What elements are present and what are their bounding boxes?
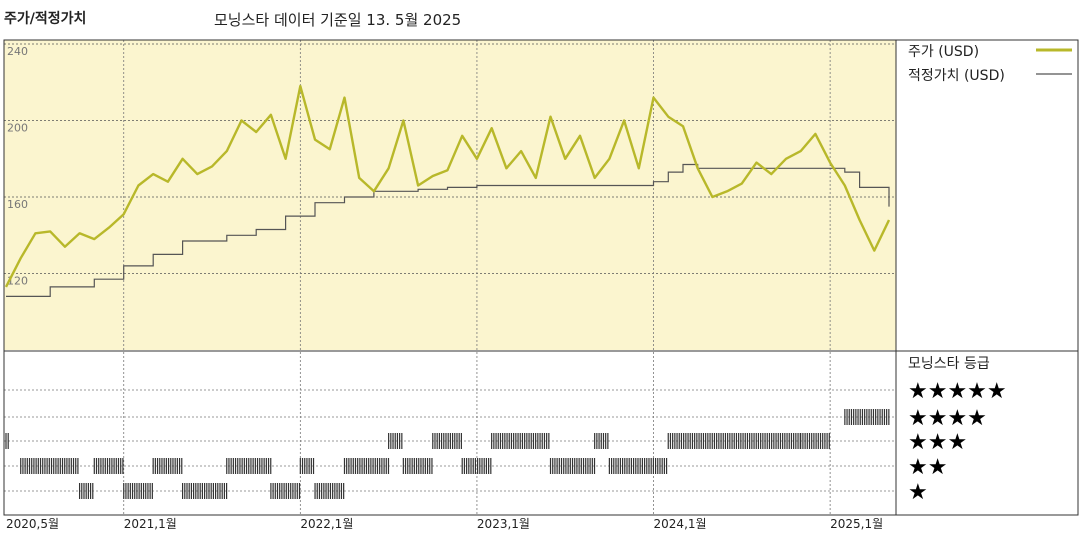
rating-bar — [491, 433, 550, 449]
x-tick-label: 2022,1월 — [300, 517, 353, 531]
chart-subtitle: 모닝스타 데이터 기준일 13. 5월 2025 — [214, 11, 462, 29]
rating-bar — [432, 433, 462, 449]
rating-bar — [388, 433, 403, 449]
y-tick-label: 200 — [7, 122, 28, 135]
rating-bar — [5, 433, 9, 449]
legend-fair-label: 적정가치 (USD) — [908, 68, 1005, 84]
rating-star-label: ★★ — [908, 455, 947, 480]
x-tick-label: 2020,5월 — [6, 517, 59, 531]
x-tick-label: 2024,1월 — [654, 517, 707, 531]
rating-bar — [594, 433, 609, 449]
rating-bar — [314, 483, 345, 499]
rating-bar — [20, 458, 79, 474]
rating-bar — [402, 458, 433, 474]
rating-bar — [549, 458, 596, 474]
rating-bar — [270, 483, 301, 499]
rating-bars — [5, 409, 890, 499]
rating-bar — [667, 433, 801, 449]
price-line — [4, 84, 891, 288]
rating-star-label: ★★★ — [908, 430, 967, 455]
rating-bar — [461, 458, 492, 474]
rating-bar — [93, 458, 124, 474]
fair-value-line — [6, 163, 890, 297]
rating-bar — [182, 483, 228, 499]
legend-price-label: 주가 (USD) — [908, 44, 979, 60]
section-label: 주가/적정가치 — [4, 11, 87, 27]
rating-title: 모닝스타 등급 — [908, 356, 990, 372]
x-tick-labels: 2020,5월 2021,1월 2022,1월 2023,1월 2024,1월 2025,… — [6, 517, 883, 531]
rating-star-label: ★ — [908, 480, 928, 505]
chart-frame — [3, 39, 1079, 516]
rating-star-label: ★★★★ — [908, 406, 987, 431]
rating-star-labels: ★★★★★★★★★★★★★★★ — [908, 379, 1007, 505]
rating-bar — [343, 458, 390, 474]
y-tick-label: 160 — [7, 198, 28, 211]
rating-bar — [226, 458, 272, 474]
rating-bar — [299, 458, 315, 474]
y-tick-label: 240 — [7, 45, 28, 58]
x-tick-label: 2023,1월 — [477, 517, 530, 531]
y-tick-labels: 240 200 160 120 — [7, 45, 28, 288]
rating-bar — [608, 458, 668, 474]
rating-bar — [844, 409, 890, 425]
price-chart-area — [4, 40, 896, 350]
rating-bar — [78, 483, 94, 499]
y-tick-label: 120 — [7, 275, 28, 288]
rating-bar — [123, 483, 153, 499]
rating-bar — [800, 433, 830, 449]
x-tick-label: 2025,1월 — [830, 517, 883, 531]
rating-bar — [152, 458, 183, 474]
x-tick-label: 2021,1월 — [124, 517, 177, 531]
rating-star-label: ★★★★★ — [908, 379, 1007, 404]
